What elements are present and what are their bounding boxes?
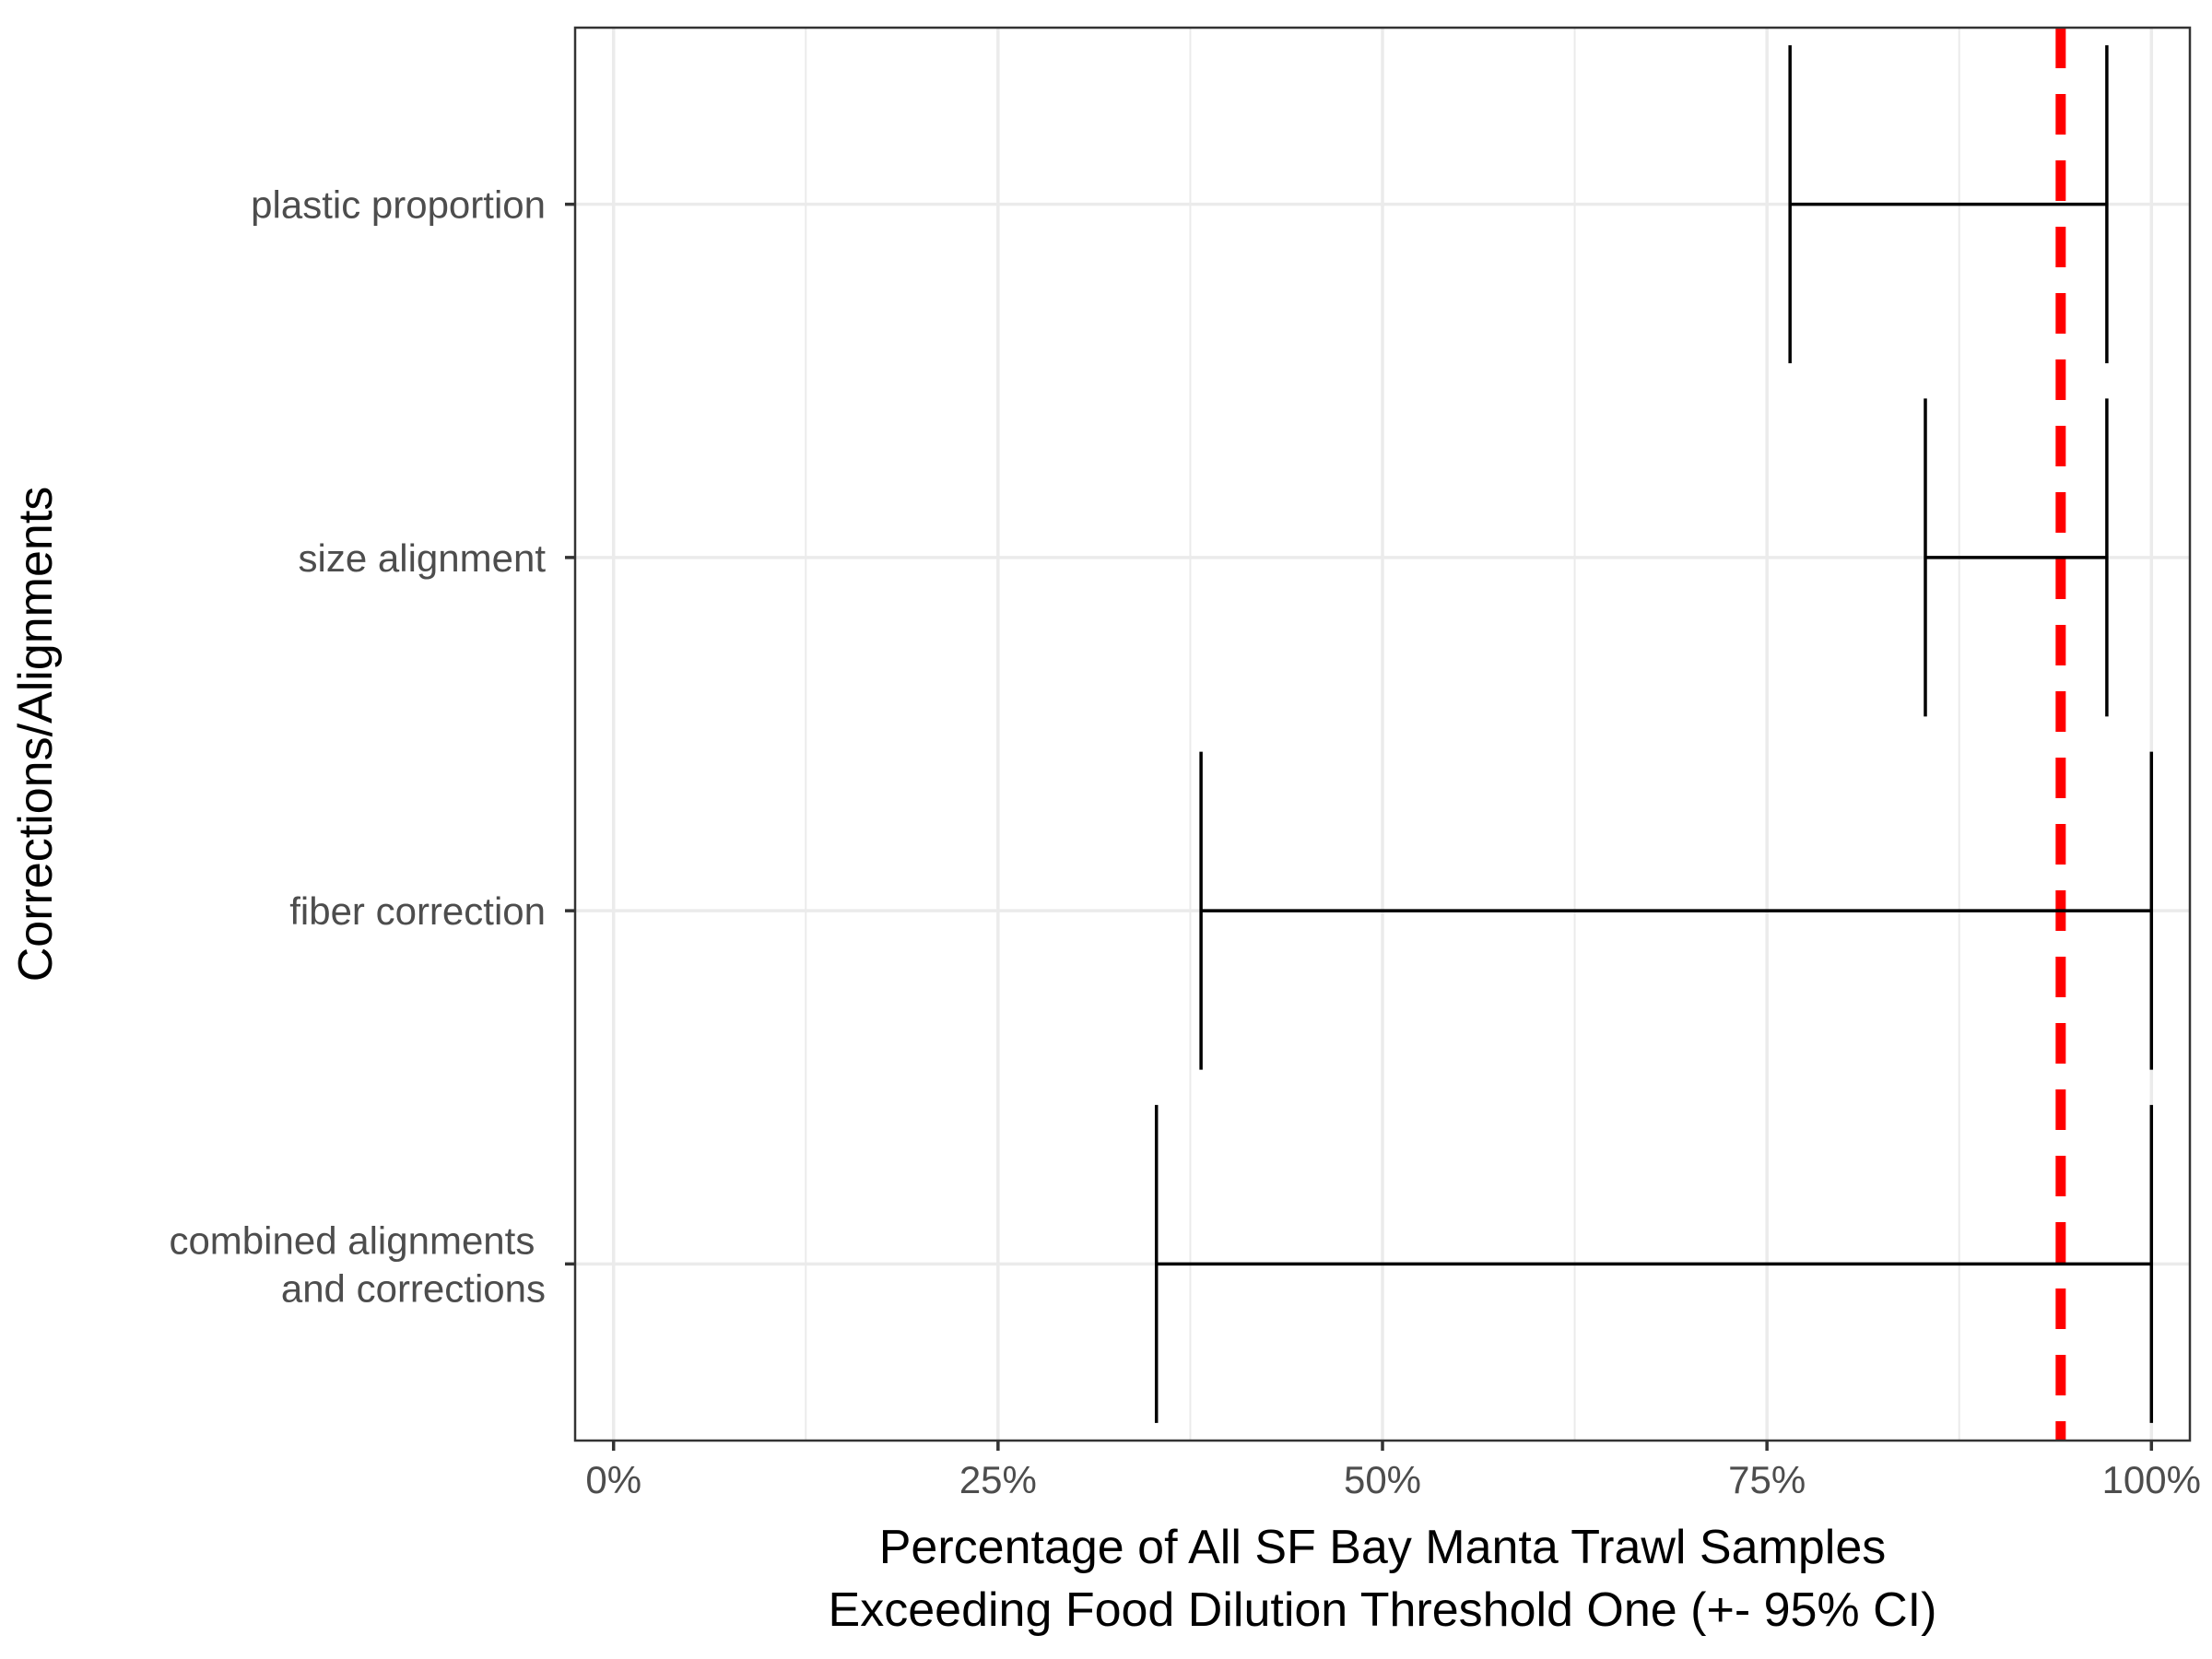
- x-tick-label: 0%: [585, 1458, 641, 1501]
- errorbar: [1924, 398, 2109, 717]
- y-tick-label-line: plastic proportion: [251, 183, 546, 227]
- confidence-intervals: [1154, 45, 2154, 1423]
- y-tick-label-line: fiber correction: [289, 889, 546, 933]
- x-tick-label: 75%: [1728, 1458, 1806, 1501]
- x-axis-title-line-2: Exceeding Food Dilution Threshold One (+…: [829, 1583, 1937, 1637]
- y-tick-label-line: and corrections: [281, 1266, 546, 1310]
- y-tick-label: fiber correction: [289, 889, 546, 933]
- x-tick-label: 50%: [1344, 1458, 1421, 1501]
- y-axis-title: Corrections/Alignments: [9, 487, 63, 982]
- x-axis-title-line-1: Percentage of All SF Bay Manta Trawl Sam…: [879, 1521, 1887, 1574]
- errorbar: [1199, 751, 2154, 1070]
- y-tick-label: combined alignments and corrections: [169, 1218, 546, 1310]
- y-tick-label-line: combined alignments: [169, 1218, 546, 1262]
- x-tick-label: 100%: [2102, 1458, 2201, 1501]
- y-tick-label: plastic proportion: [251, 183, 546, 227]
- axes: 0% 25% 50% 75% 100% plastic proportion size al…: [169, 183, 2201, 1501]
- errorbar: [1788, 45, 2109, 364]
- y-tick-label: size alignment: [299, 536, 547, 580]
- errorbar: [1154, 1104, 2154, 1423]
- x-tick-label: 25%: [959, 1458, 1037, 1501]
- y-tick-label-line: size alignment: [299, 536, 547, 580]
